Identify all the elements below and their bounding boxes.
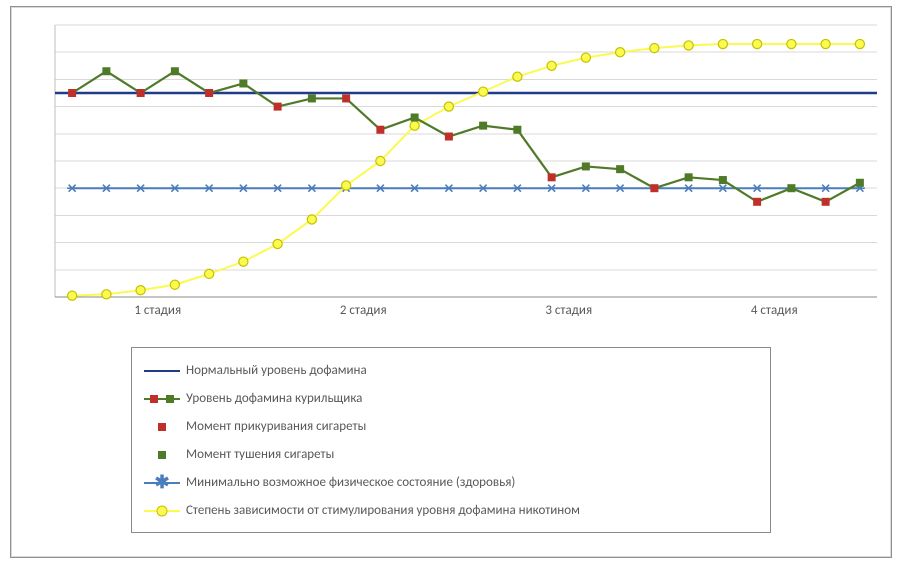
legend-item-min_health: ✱ Минимально возможное физическое состоян… [144, 470, 758, 495]
legend-label: Нормальный уровень дофамина [186, 363, 367, 378]
legend-swatch-red_sq [144, 417, 180, 437]
legend-label: Момент тушения сигареты [186, 447, 334, 462]
x-tick-label: 3 стадия [545, 303, 592, 318]
legend-box: Нормальный уровень дофамина Уровень дофам… [131, 347, 771, 533]
x-tick-label: 2 стадия [340, 303, 387, 318]
legend-item-normal: Нормальный уровень дофамина [144, 358, 758, 383]
legend-item-smoker: Уровень дофамина курильщика [144, 386, 758, 411]
legend-swatch-green_sq [144, 445, 180, 465]
legend-label: Минимально возможное физическое состояни… [186, 475, 515, 490]
legend-label: Момент прикуривания сигареты [186, 419, 366, 434]
legend-label: Степень зависимости от стимулирования ур… [186, 503, 580, 518]
legend-item-red_sq: Момент прикуривания сигареты [144, 414, 758, 439]
legend-item-green_sq: Момент тушения сигареты [144, 442, 758, 467]
legend-swatch-normal [144, 361, 180, 381]
legend-label: Уровень дофамина курильщика [186, 391, 362, 406]
x-tick-label: 1 стадия [134, 303, 181, 318]
legend-swatch-min_health: ✱ [144, 473, 180, 493]
chart-frame: 1 стадия 2 стадия 3 стадия 4 стадия Нормаль… [10, 6, 892, 558]
legend-item-dependency: Степень зависимости от стимулирования ур… [144, 498, 758, 523]
legend-swatch-smoker [144, 389, 180, 409]
chart-svg [55, 25, 877, 297]
plot-area [55, 25, 877, 297]
x-tick-label: 4 стадия [751, 303, 798, 318]
legend-swatch-dependency [144, 501, 180, 521]
